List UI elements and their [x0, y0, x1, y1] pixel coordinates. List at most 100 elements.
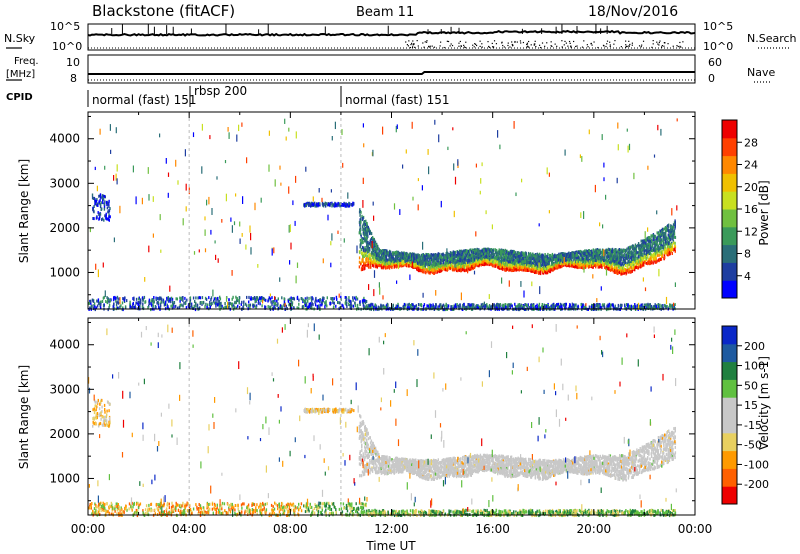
- data-cell: [216, 297, 218, 301]
- data-cell: [319, 303, 321, 307]
- data-cell: [305, 304, 307, 308]
- data-cell: [321, 299, 323, 303]
- nsearch-point: [514, 41, 516, 43]
- data-cell: [271, 296, 273, 300]
- nsearch-point: [676, 45, 678, 47]
- nsearch-point: [422, 42, 424, 44]
- data-cell: [257, 300, 260, 304]
- data-cell: [122, 306, 124, 310]
- data-cell: [350, 300, 352, 304]
- data-cell: [465, 306, 468, 310]
- data-cell: [490, 305, 492, 309]
- data-cell: [542, 305, 544, 309]
- data-cell: [166, 296, 168, 300]
- data-cell: [428, 303, 431, 307]
- data-cell: [283, 300, 286, 304]
- data-cell: [355, 295, 357, 299]
- data-cell: [370, 245, 372, 249]
- nsearch-point: [561, 40, 563, 42]
- nsearch-point: [429, 45, 431, 47]
- nsearch-point: [576, 45, 578, 47]
- data-cell: [494, 306, 496, 310]
- data-cell: [541, 303, 543, 306]
- data-cell: [108, 215, 110, 219]
- data-cell: [138, 301, 141, 305]
- data-cell: [365, 304, 368, 308]
- data-cell: [432, 256, 434, 260]
- nsearch-point: [413, 42, 415, 45]
- data-cell: [94, 199, 97, 203]
- data-cell: [447, 306, 449, 309]
- data-cell: [234, 306, 236, 310]
- data-cell: [359, 213, 361, 217]
- nsearch-point: [481, 43, 483, 45]
- data-cell: [307, 305, 309, 309]
- data-cell: [510, 304, 512, 308]
- freq-tick-top: 10: [66, 56, 80, 69]
- data-cell: [310, 201, 312, 205]
- data-cell: [252, 297, 255, 301]
- data-cell: [283, 297, 285, 301]
- data-cell: [232, 295, 234, 299]
- data-cell: [103, 218, 105, 222]
- data-cell: [354, 301, 356, 305]
- data-cell: [153, 298, 155, 302]
- data-cell: [102, 198, 104, 202]
- data-cell: [372, 237, 375, 241]
- data-cell: [201, 301, 203, 304]
- data-cell: [458, 253, 460, 257]
- data-cell: [356, 297, 359, 301]
- nsearch-point: [458, 45, 460, 47]
- data-cell: [561, 304, 563, 308]
- data-cell: [565, 302, 567, 306]
- nave-tick-top: 60: [708, 56, 722, 69]
- data-cell: [99, 214, 101, 218]
- data-cell: [279, 306, 281, 310]
- data-cell: [281, 304, 283, 308]
- data-cell: [269, 297, 272, 301]
- data-cell: [196, 306, 199, 310]
- data-cell: [350, 203, 353, 206]
- data-cell: [407, 303, 409, 307]
- data-cell: [217, 302, 219, 306]
- data-cell: [514, 302, 516, 306]
- data-cell: [150, 308, 152, 312]
- data-cell: [360, 210, 362, 214]
- nsearch-point: [509, 46, 511, 48]
- data-cell: [228, 302, 230, 306]
- data-cell: [170, 296, 173, 300]
- data-cell: [364, 301, 367, 305]
- data-cell: [322, 203, 324, 207]
- data-cell: [435, 305, 437, 309]
- nsearch-point: [554, 43, 556, 45]
- data-cell: [674, 244, 676, 248]
- data-cell: [321, 303, 323, 307]
- data-cell: [317, 204, 319, 208]
- data-cell: [363, 296, 365, 300]
- data-cell: [122, 308, 124, 312]
- data-cell: [383, 306, 385, 310]
- nsearch-point: [488, 46, 490, 48]
- data-cell: [92, 208, 94, 212]
- data-cell: [369, 264, 372, 268]
- data-cell: [135, 297, 138, 301]
- data-cell: [332, 299, 334, 303]
- data-cell: [298, 302, 300, 306]
- data-cell: [477, 306, 479, 310]
- data-cell: [124, 306, 127, 310]
- data-cell: [397, 304, 400, 308]
- data-cell: [99, 205, 102, 208]
- data-cell: [646, 306, 648, 310]
- data-cell: [109, 207, 111, 211]
- data-cell: [538, 304, 540, 308]
- data-cell: [167, 297, 170, 301]
- data-cell: [344, 301, 347, 305]
- data-cell: [204, 305, 206, 309]
- data-cell: [179, 303, 181, 307]
- data-cell: [99, 198, 101, 202]
- data-cell: [570, 305, 573, 309]
- data-cell: [507, 304, 510, 308]
- data-cell: [385, 306, 387, 310]
- data-cell: [410, 306, 412, 310]
- data-cell: [471, 252, 473, 255]
